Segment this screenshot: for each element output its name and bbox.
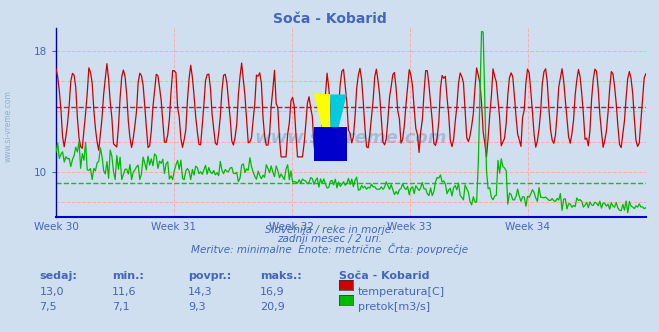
Polygon shape: [330, 94, 347, 161]
Text: www.si-vreme.com: www.si-vreme.com: [3, 90, 13, 162]
Text: 13,0: 13,0: [40, 287, 64, 297]
Text: Meritve: minimalne  Enote: metrične  Črta: povprečje: Meritve: minimalne Enote: metrične Črta:…: [191, 243, 468, 255]
Text: 20,9: 20,9: [260, 302, 285, 312]
Text: temperatura[C]: temperatura[C]: [358, 287, 445, 297]
Text: min.:: min.:: [112, 271, 144, 281]
Text: 9,3: 9,3: [188, 302, 206, 312]
Text: Soča - Kobarid: Soča - Kobarid: [273, 12, 386, 26]
Text: 16,9: 16,9: [260, 287, 285, 297]
Text: povpr.:: povpr.:: [188, 271, 231, 281]
Text: zadnji mesec / 2 uri.: zadnji mesec / 2 uri.: [277, 234, 382, 244]
Text: sedaj:: sedaj:: [40, 271, 77, 281]
Text: Slovenija / reke in morje.: Slovenija / reke in morje.: [265, 225, 394, 235]
Text: 11,6: 11,6: [112, 287, 136, 297]
Text: Soča - Kobarid: Soča - Kobarid: [339, 271, 430, 281]
Text: maks.:: maks.:: [260, 271, 302, 281]
Text: pretok[m3/s]: pretok[m3/s]: [358, 302, 430, 312]
Text: 7,5: 7,5: [40, 302, 57, 312]
Text: 7,1: 7,1: [112, 302, 130, 312]
Polygon shape: [314, 94, 330, 161]
FancyBboxPatch shape: [314, 126, 347, 161]
Text: 14,3: 14,3: [188, 287, 212, 297]
Text: www.si-vreme.com: www.si-vreme.com: [254, 129, 447, 147]
